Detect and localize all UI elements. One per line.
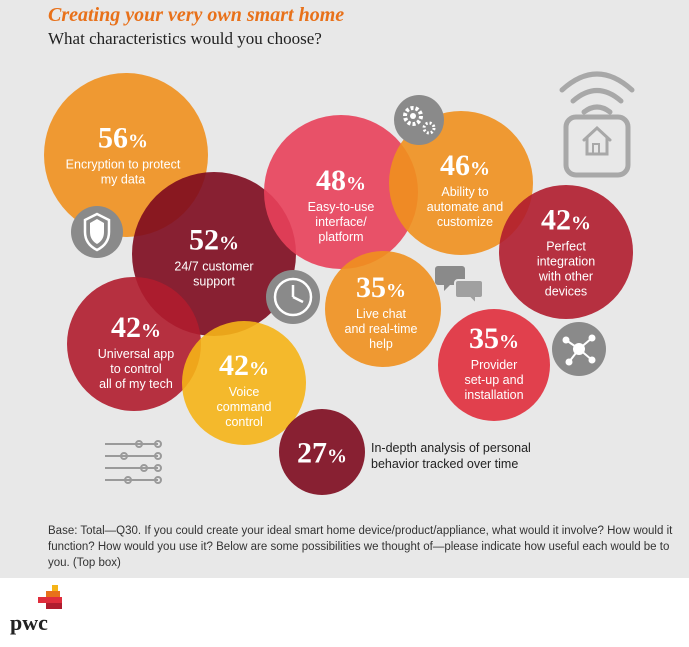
bubbles-layer — [44, 73, 633, 495]
bubble-label-6: 42% Universal app to control all of my te… — [98, 312, 174, 392]
bubble-label-1: 56% Encryption to protect my data — [65, 121, 181, 188]
bubble-label-3: 48% Easy-to-use interface/ platform — [308, 165, 375, 245]
chart-subtitle: What characteristics would you choose? — [48, 29, 322, 48]
bubble-value: 52% — [189, 223, 239, 257]
bubble-label-2: 52% 24/7 customer support — [174, 223, 254, 290]
bubble-chart — [44, 71, 635, 495]
bubble-value: 35% — [468, 322, 519, 355]
bubble-10 — [279, 409, 365, 495]
bubble-value: 42% — [218, 349, 269, 382]
bubble-4 — [389, 111, 533, 255]
bubble-value: 35% — [355, 271, 406, 304]
bubble-description: Live chat and real-time help — [344, 307, 418, 351]
footnote: Base: Total—Q30. If you could create you… — [48, 525, 673, 569]
bubble-description: Ability to automate and customize — [426, 185, 504, 229]
bubble-5 — [499, 185, 633, 319]
logo-block-1 — [52, 585, 58, 591]
smart-home-icon — [559, 71, 635, 178]
bubble-label-7: 42% Voice command control — [217, 350, 272, 430]
bubble-value: 27% — [297, 436, 347, 470]
bubble-description: 24/7 customer support — [174, 259, 254, 289]
bubble-label-outside: In-depth analysis of personal behavior t… — [371, 440, 611, 472]
logo-block-4 — [46, 603, 62, 609]
bubble-value: 48% — [315, 164, 366, 197]
bubble-label-5: 42% Perfect integration with other device… — [536, 203, 596, 300]
bubble-label-4: 46% Ability to automate and customize — [427, 150, 503, 230]
network-icon — [552, 322, 606, 376]
bubble-description: In-depth analysis of personal behavior t… — [371, 441, 531, 471]
pwc-logo-mark — [38, 585, 62, 609]
bubble-description: Voice command control — [216, 385, 272, 429]
bubble-description: Perfect integration with other devices — [536, 239, 596, 299]
bubble-9 — [438, 309, 550, 421]
bubble-6 — [67, 277, 201, 411]
bubble-description: Easy-to-use interface/ platform — [307, 200, 375, 244]
bubble-3 — [264, 115, 418, 269]
bubble-value: 46% — [439, 149, 490, 182]
shield-icon — [71, 206, 123, 258]
chart-title: Creating your very own smart home — [48, 4, 345, 26]
bubble-7 — [182, 321, 306, 445]
bubble-value: 42% — [111, 311, 161, 344]
bubble-value: 42% — [541, 203, 591, 237]
logo-block-2 — [46, 591, 60, 597]
bubble-label-8: 35% Live chat and real-time help — [345, 272, 418, 352]
chat-icon — [435, 266, 484, 307]
bubble-label-10: 27% — [297, 436, 347, 473]
sliders-icon — [105, 440, 162, 484]
bubble-description: Universal app to control all of my tech — [97, 347, 175, 391]
clock-icon — [266, 270, 320, 324]
bubble-8 — [325, 251, 441, 367]
gears-icon — [394, 95, 444, 145]
bubble-value: 56% — [98, 121, 148, 155]
bubble-label-9: 35% Provider set-up and installation — [464, 323, 523, 403]
logo-block-3 — [38, 597, 62, 603]
pwc-logo-text: pwc — [10, 610, 48, 635]
bubble-description: Encryption to protect my data — [65, 157, 181, 187]
bubble-description: Provider set-up and installation — [464, 358, 524, 402]
